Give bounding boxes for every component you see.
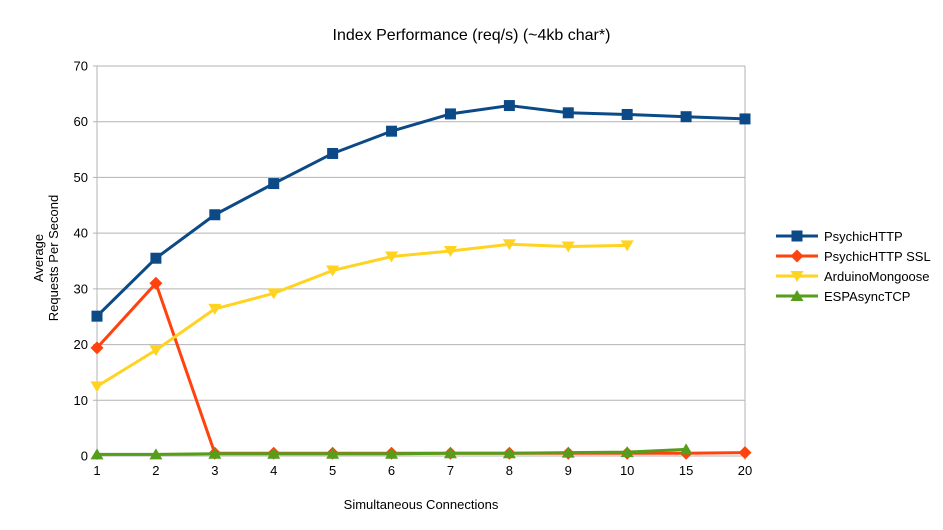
data-point-marker — [562, 107, 574, 119]
legend-label: PsychicHTTP — [824, 228, 903, 244]
chart-title: Index Performance (req/s) (~4kb char*) — [332, 27, 611, 44]
data-point-marker — [267, 288, 281, 300]
data-point-marker — [502, 239, 516, 251]
x-tick-label: 20 — [738, 463, 752, 478]
y-tick-label: 20 — [74, 337, 88, 352]
x-tick-label: 3 — [211, 463, 218, 478]
data-point-marker — [268, 178, 280, 190]
legend-item-psychichttp: PsychicHTTP — [776, 226, 931, 246]
legend-label: ESPAsyncTCP — [824, 288, 911, 304]
data-point-marker — [444, 108, 456, 120]
data-point-marker — [267, 447, 281, 459]
data-point-marker — [620, 446, 634, 458]
data-point-marker — [621, 108, 633, 120]
data-point-marker — [443, 245, 457, 257]
legend-item-arduinomongoose: ArduinoMongoose — [776, 266, 931, 286]
data-point-marker — [149, 345, 163, 357]
y-tick-label: 30 — [74, 281, 88, 296]
data-point-marker — [386, 125, 398, 137]
data-point-marker — [443, 447, 457, 459]
data-point-marker — [91, 310, 103, 322]
data-point-marker — [149, 276, 163, 290]
data-point-marker — [327, 147, 339, 159]
series-line — [96, 242, 628, 388]
series-psychichttp — [91, 100, 751, 322]
data-point-marker — [503, 100, 515, 112]
y-tick-label: 50 — [74, 170, 88, 185]
data-point-marker — [738, 446, 752, 460]
x-tick-label: 10 — [620, 463, 634, 478]
series-espasynctcp — [90, 443, 693, 460]
legend-label: PsychicHTTP SSL — [824, 248, 931, 264]
data-point-marker — [90, 381, 104, 393]
legend-marker-icon — [776, 290, 818, 301]
data-point-marker — [679, 443, 693, 455]
series-arduinomongoose — [90, 239, 634, 393]
legend-item-psychichttp-ssl: PsychicHTTP SSL — [776, 246, 931, 266]
series-psychichttp-ssl — [90, 276, 752, 460]
legend-marker-icon — [776, 249, 818, 263]
x-tick-label: 1 — [93, 463, 100, 478]
y-tick-label: 40 — [74, 226, 88, 241]
data-point-marker — [620, 240, 634, 252]
y-tick-label: 0 — [81, 449, 88, 464]
data-point-marker — [90, 448, 104, 460]
data-point-marker — [561, 446, 575, 458]
x-tick-label: 2 — [152, 463, 159, 478]
x-tick-label: 4 — [270, 463, 277, 478]
data-point-marker — [208, 303, 222, 315]
series-line — [95, 104, 746, 318]
legend-marker-icon — [776, 271, 818, 282]
data-point-marker — [739, 113, 751, 125]
data-point-marker — [209, 209, 221, 221]
data-point-marker — [149, 448, 163, 460]
legend-marker-icon — [776, 230, 818, 242]
legend-item-espasynctcp: ESPAsyncTCP — [776, 286, 931, 306]
y-tick-label: 10 — [74, 393, 88, 408]
data-point-marker — [208, 447, 222, 459]
data-point-marker — [150, 252, 162, 264]
y-tick-label: 60 — [74, 114, 88, 129]
x-tick-label: 7 — [447, 463, 454, 478]
x-axis-title: Simultaneous Connections — [343, 497, 499, 512]
x-tick-label: 8 — [506, 463, 513, 478]
legend: PsychicHTTP PsychicHTTP SSL ArduinoMongoos… — [776, 226, 931, 306]
data-point-marker — [680, 111, 692, 123]
data-point-marker — [385, 447, 399, 459]
data-point-marker — [326, 447, 340, 459]
series-line — [95, 281, 746, 455]
data-point-marker — [90, 341, 104, 355]
x-tick-label: 5 — [329, 463, 336, 478]
data-point-marker — [502, 447, 516, 459]
data-point-marker — [326, 265, 340, 277]
x-tick-label: 9 — [565, 463, 572, 478]
y-tick-label: 70 — [74, 59, 88, 74]
x-tick-label: 15 — [679, 463, 693, 478]
data-point-marker — [561, 241, 575, 253]
data-point-marker — [385, 251, 399, 263]
legend-label: ArduinoMongoose — [824, 268, 930, 284]
x-tick-label: 6 — [388, 463, 395, 478]
